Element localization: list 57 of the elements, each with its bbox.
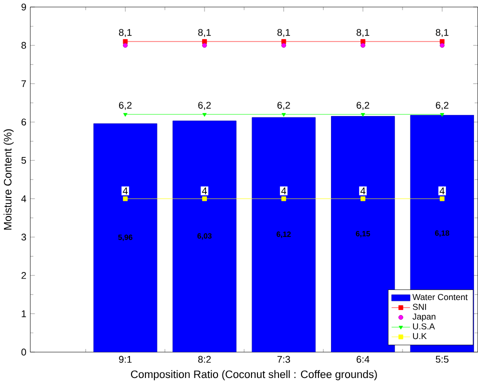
point <box>360 113 366 117</box>
data-label: 8,1 <box>356 29 370 38</box>
y-tick-label: 1 <box>22 310 26 318</box>
point <box>202 196 207 202</box>
y-tick-label: 8 <box>21 42 26 49</box>
point <box>281 43 286 48</box>
data-label: 6,2 <box>119 102 132 110</box>
data-label: 6,2 <box>356 102 370 110</box>
data-label: 8,1 <box>118 29 132 38</box>
point <box>122 196 128 202</box>
point <box>282 113 286 117</box>
y-axis-title: Moisture Content (%) <box>4 129 14 230</box>
point <box>281 39 286 44</box>
point <box>122 43 128 48</box>
y-tick-label: 2 <box>22 272 26 279</box>
data-label: 4 <box>360 188 366 194</box>
y-tick-label: 5 <box>21 157 26 164</box>
legend-label: SNI <box>412 304 426 310</box>
legend-label: U.S.A <box>413 323 435 330</box>
point <box>360 39 366 44</box>
point <box>360 196 366 202</box>
legend-label: Water Content <box>412 294 468 300</box>
point <box>202 43 207 48</box>
data-label: 4 <box>202 188 207 194</box>
x-tick-label: 9:1 <box>119 356 132 363</box>
data-label: 6,2 <box>436 102 448 110</box>
data-label: 4 <box>122 188 128 194</box>
y-tick-label: 0 <box>21 348 26 356</box>
data-label: 6,2 <box>277 102 290 110</box>
x-tick-label: 5:5 <box>436 356 448 363</box>
x-axis-title: Composition Ratio (Coconut shell : Coffee grounds) <box>130 370 377 380</box>
point <box>202 113 207 117</box>
point <box>440 39 445 44</box>
point <box>440 196 445 202</box>
y-tick-label: 7 <box>22 80 26 88</box>
data-label: 6,2 <box>198 102 211 110</box>
y-tick-label: 6 <box>22 118 26 126</box>
point <box>123 113 128 117</box>
data-label: 4 <box>281 188 286 194</box>
x-tick-label: 8:2 <box>198 356 211 363</box>
point <box>202 39 207 44</box>
y-tick-label: 3 <box>21 234 26 241</box>
point <box>122 39 128 44</box>
point <box>440 113 444 117</box>
y-tick-label: 9 <box>22 4 26 11</box>
legend-label: U.K <box>413 333 427 340</box>
data-label: 8,1 <box>198 29 211 38</box>
y-tick-label: 4 <box>21 195 26 202</box>
point <box>440 43 445 48</box>
x-tick-label: 7:3 <box>277 356 290 363</box>
data-label: 8,1 <box>277 29 290 38</box>
point <box>281 196 286 202</box>
data-label: 8,1 <box>436 29 448 38</box>
x-tick-label: 6:4 <box>356 356 370 363</box>
data-label: 4 <box>440 188 445 194</box>
legend-label: Japan <box>412 314 436 322</box>
point <box>360 43 366 48</box>
